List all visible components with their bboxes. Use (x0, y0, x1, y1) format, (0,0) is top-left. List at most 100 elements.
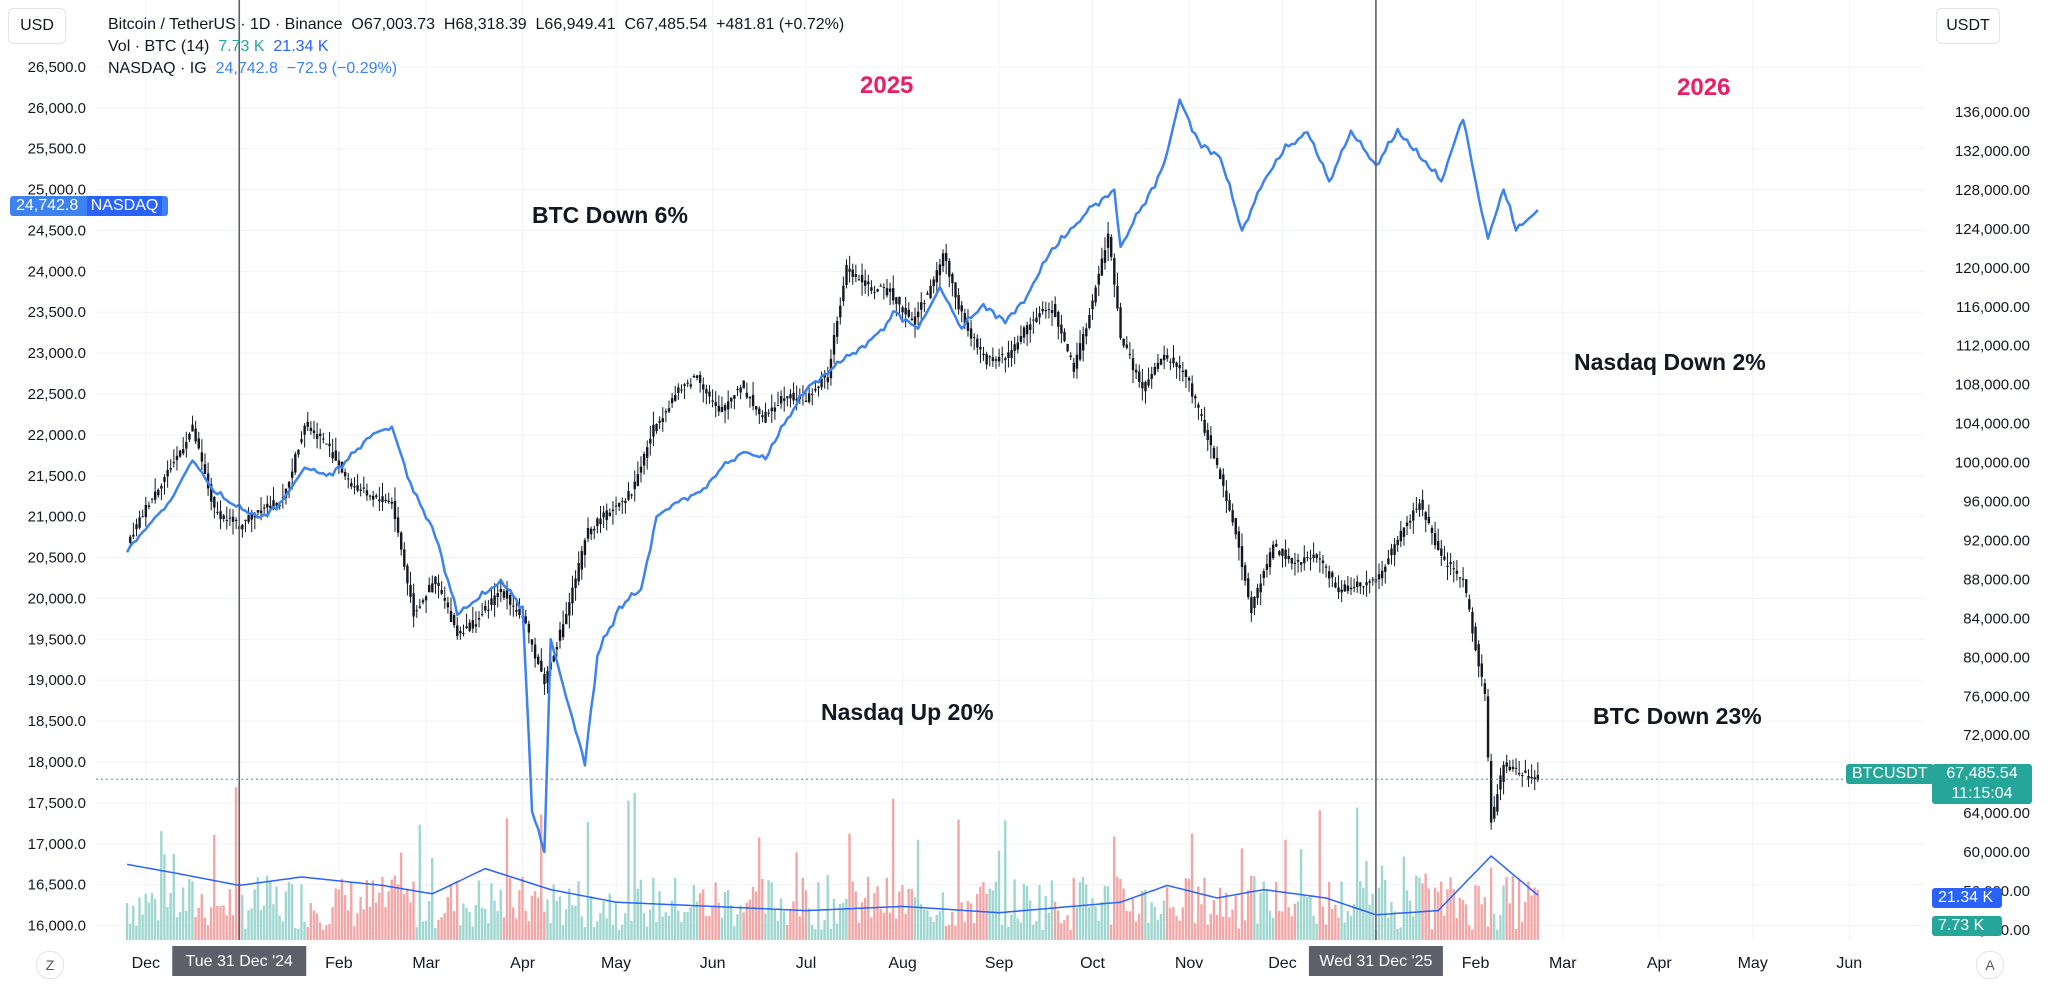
left-axis-tick-label: 26,500.0 (28, 59, 86, 76)
volume-bar (863, 897, 867, 940)
left-axis-tick-label: 24,500.0 (28, 222, 86, 239)
candle-body (487, 609, 490, 611)
volume-bar (1197, 886, 1200, 940)
volume-bar (711, 906, 714, 940)
volume-ma-tag: 21.34 K (1932, 888, 2002, 908)
btc-legend-row[interactable]: Bitcoin / TetherUS · 1D · Binance O67,00… (108, 14, 844, 36)
volume-bar (415, 927, 418, 940)
candle-body (705, 389, 708, 394)
candle-body (543, 674, 546, 685)
candle-body (994, 359, 998, 361)
candle-body (776, 405, 780, 407)
candle-body (935, 270, 939, 283)
candle-body (652, 424, 655, 437)
candle-body (948, 260, 951, 277)
candle-body (1253, 596, 1256, 608)
volume-bar (153, 899, 157, 940)
candle-body (322, 438, 325, 440)
volume-bar (1355, 807, 1359, 940)
volume-bar (923, 909, 926, 940)
volume-bar (764, 913, 767, 940)
volume-bar (1004, 820, 1007, 940)
candle-body (181, 449, 185, 454)
volume-legend-row[interactable]: Vol · BTC (14) 7.73 K 21.34 K (108, 36, 844, 58)
candle-body (1097, 273, 1100, 285)
candle-body (698, 374, 702, 383)
candle-body (708, 391, 711, 397)
candle-body (1053, 304, 1057, 318)
candle-body (1327, 571, 1331, 579)
candle-body (892, 288, 895, 301)
volume-bar (1231, 909, 1234, 940)
candle-body (842, 285, 845, 302)
volume-bar (1290, 916, 1293, 940)
volume-bar (175, 917, 179, 940)
candle-body (306, 421, 309, 427)
volume-bar (505, 818, 509, 940)
candle-body (350, 482, 353, 487)
nasdaq-legend-row[interactable]: NASDAQ · IG 24,742.8 −72.9 (−0.29%) (108, 58, 844, 80)
volume-bar (188, 879, 191, 940)
candle-body (1493, 806, 1496, 819)
volume-bar (340, 878, 344, 940)
legend-header: Bitcoin / TetherUS · 1D · Binance O67,00… (108, 14, 844, 80)
candle-body (1259, 583, 1262, 593)
candle-body (1038, 313, 1041, 318)
candle-body (639, 466, 643, 473)
candle-body (210, 484, 213, 502)
auto-scale-button[interactable]: A (1976, 951, 2004, 979)
volume-bar (443, 913, 446, 940)
volume-bar (1222, 916, 1225, 940)
volume-bar (1474, 885, 1477, 940)
volume-bar (1162, 900, 1166, 940)
volume-bar (826, 875, 829, 940)
candle-body (633, 481, 636, 490)
candle-body (1141, 381, 1144, 389)
volume-bar (1524, 901, 1527, 940)
volume-bar (1209, 914, 1212, 940)
candle-body (166, 469, 169, 477)
volume-tag: 7.73 K (1932, 916, 2002, 936)
right-axis-unit-button[interactable]: USDT (1936, 8, 2000, 44)
candle-body (742, 380, 745, 389)
candle-body (692, 375, 696, 378)
volume-bar (381, 876, 384, 940)
candle-body (1337, 587, 1340, 593)
volume-bar (1250, 875, 1253, 940)
volume-bar (1190, 833, 1194, 940)
volume-bar (346, 910, 350, 940)
candle-body (1100, 258, 1104, 276)
candle-body (957, 294, 960, 310)
left-axis-unit-button[interactable]: USD (8, 8, 66, 44)
volume-bar (658, 891, 661, 940)
candle-body (1138, 371, 1141, 383)
candle-body (1194, 396, 1197, 399)
candle-body (194, 428, 197, 442)
candle-body (1271, 544, 1275, 559)
volume-bar (630, 920, 633, 940)
candle-body (926, 293, 929, 295)
candle-body (1362, 586, 1365, 588)
volume-bar (247, 910, 250, 940)
volume-bar (820, 929, 823, 940)
volume-bar (1025, 885, 1029, 940)
volume-bar (580, 916, 583, 940)
volume-bar (1253, 876, 1256, 940)
volume-bar (1125, 911, 1128, 940)
candle-body (1480, 663, 1483, 677)
volume-bar (1293, 903, 1297, 940)
candle-body (546, 671, 549, 684)
volume-bar (160, 831, 163, 940)
candle-body (1421, 499, 1424, 510)
volume-bar (241, 894, 244, 940)
candle-body (1250, 597, 1253, 613)
zoom-reset-button[interactable]: Z (36, 951, 64, 979)
candle-body (1212, 447, 1216, 459)
candle-body (711, 400, 714, 402)
volume-bar (259, 910, 263, 940)
volume-bar (1284, 839, 1287, 940)
candle-body (1091, 300, 1094, 310)
candle-body (365, 490, 369, 496)
